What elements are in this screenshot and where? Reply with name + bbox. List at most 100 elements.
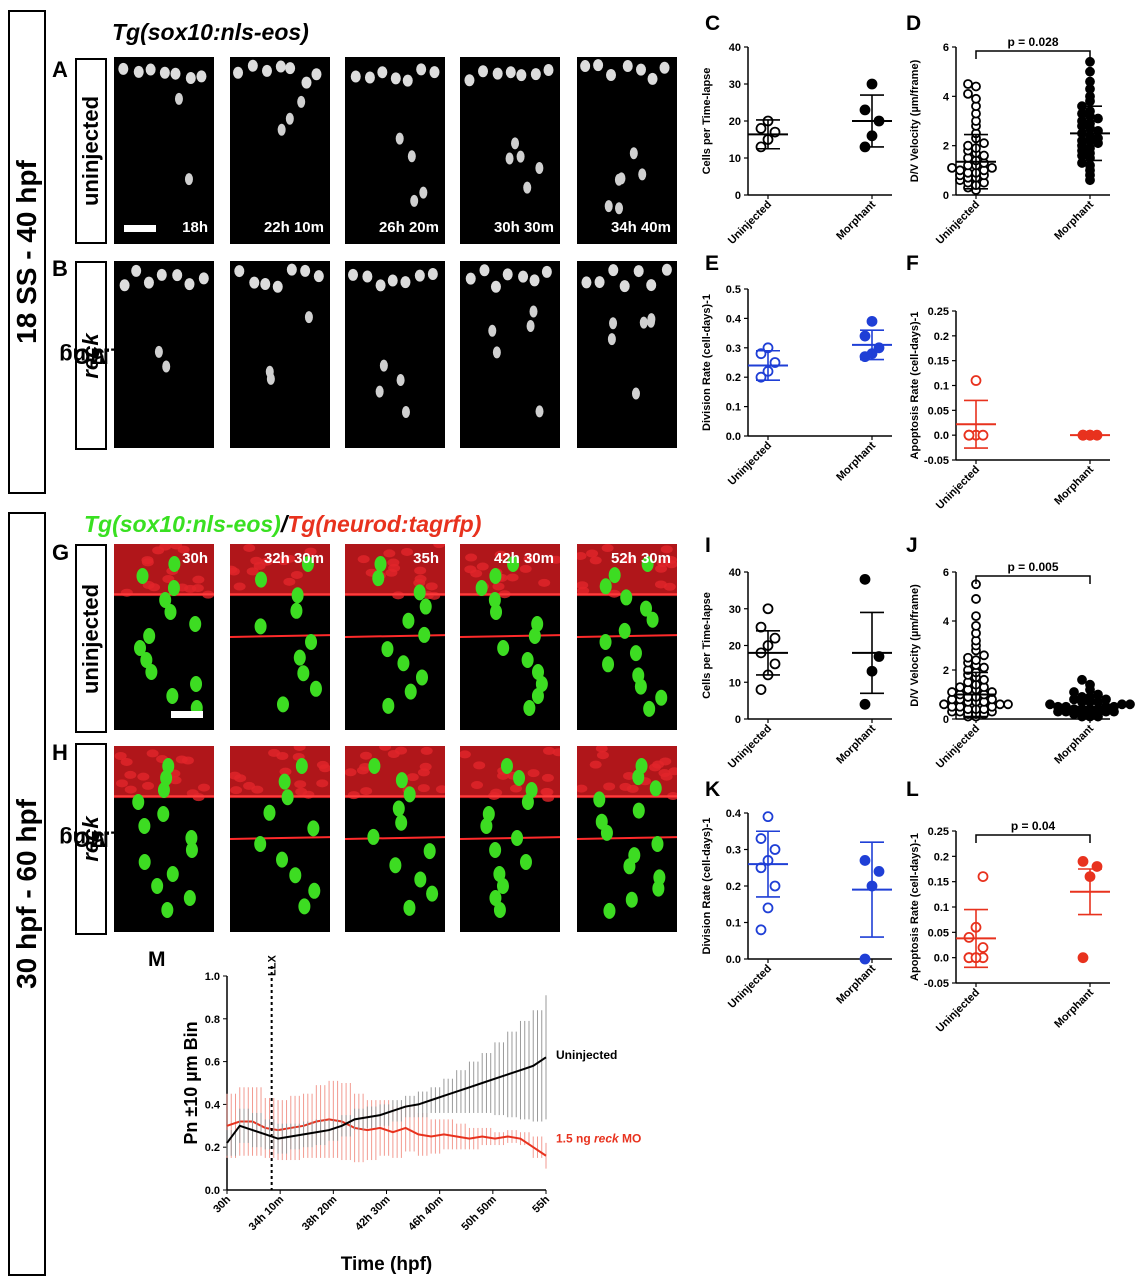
x-tick-label: Morphant — [1052, 463, 1096, 507]
data-point — [1085, 135, 1095, 146]
data-point — [769, 357, 781, 368]
data-point — [979, 674, 989, 685]
significance-bracket — [975, 50, 1091, 59]
x-tick-label: Uninjected — [726, 963, 774, 1011]
micrograph — [230, 261, 330, 448]
data-point — [979, 689, 989, 700]
data-point — [1077, 429, 1089, 441]
data-point — [979, 662, 989, 673]
data-point — [1077, 128, 1087, 139]
data-point — [762, 603, 774, 615]
data-point — [769, 658, 781, 670]
y-tick-label: 2 — [943, 141, 949, 153]
data-point — [979, 138, 989, 149]
x-tick-label: 34h 10m — [247, 1193, 287, 1233]
data-point — [1085, 130, 1095, 141]
data-point — [1077, 121, 1087, 131]
y-axis-label: D/V Velocity (µm/frame) — [909, 584, 921, 707]
scale-bar — [171, 711, 203, 718]
p-value-label: p = 0.04 — [1011, 819, 1056, 833]
data-point — [1085, 111, 1095, 121]
panel-letter: M — [148, 948, 166, 971]
panel-letter: I — [705, 534, 711, 557]
y-tick-label: 0.2 — [934, 331, 949, 343]
micrograph — [460, 746, 560, 932]
data-point — [1061, 706, 1071, 717]
data-point — [762, 365, 774, 377]
micrograph: 34h 40m — [577, 57, 677, 244]
y-tick-label: 10 — [729, 677, 741, 689]
y-axis-label: Division Rate (cell-days)-1 — [701, 818, 713, 955]
data-point — [1085, 84, 1095, 94]
figure-title-bottom: Tg(sox10:nls-eos)/Tg(neurod:tagrfp) — [84, 511, 482, 537]
y-tick-label: 0.25 — [928, 306, 949, 318]
x-tick-label: Uninjected — [726, 723, 774, 771]
data-point — [1085, 704, 1095, 715]
series-line — [226, 1056, 547, 1144]
data-point — [1077, 692, 1087, 702]
data-point — [971, 672, 981, 683]
data-point — [963, 677, 973, 688]
data-point — [1069, 704, 1079, 715]
data-point — [873, 651, 885, 662]
data-point — [963, 429, 975, 441]
data-point — [963, 952, 975, 964]
data-point — [955, 701, 965, 712]
timepoint-label: 34h 40m — [610, 219, 671, 236]
y-tick-label: 20 — [729, 116, 741, 128]
panel-letter-h: H — [52, 740, 68, 765]
y-axis-label: Apoptosis Rate (cell-days)-1 — [909, 312, 921, 460]
timepoint-label: 22h 10m — [263, 219, 324, 236]
chart-panel-c: C 0 10 20 30 40 Cells per Time-lapse Uninjected… — [701, 12, 892, 247]
data-point — [971, 621, 981, 631]
data-point — [1085, 160, 1095, 171]
data-point — [971, 160, 981, 171]
data-point — [1085, 123, 1095, 134]
data-point — [979, 158, 989, 168]
data-point — [859, 855, 871, 866]
data-point — [1085, 96, 1095, 107]
data-point — [970, 429, 982, 441]
y-tick-label: 0.4 — [726, 313, 742, 325]
chart-panel-e: E 0.0 0.1 0.2 0.3 0.4 0.5 Division Rate (cell-d… — [701, 252, 892, 488]
data-point — [971, 185, 981, 195]
y-tick-label: 0.3 — [726, 845, 741, 857]
data-point — [1077, 101, 1087, 112]
timepoint-label: 52h 30m — [610, 550, 671, 567]
y-tick-label: 0.0 — [934, 430, 949, 442]
data-point — [955, 165, 965, 176]
data-point — [1077, 116, 1087, 126]
panel-letter: F — [906, 252, 919, 275]
data-point — [979, 682, 989, 693]
micrograph: 30h 30m — [460, 57, 560, 244]
y-tick-label: 0.0 — [726, 431, 741, 443]
data-point — [971, 594, 981, 604]
data-point — [971, 167, 981, 178]
data-point — [755, 348, 767, 360]
data-point — [755, 862, 767, 874]
data-point — [866, 348, 878, 360]
data-point — [1084, 871, 1096, 882]
data-point — [866, 78, 878, 90]
data-point — [1085, 76, 1095, 87]
data-point — [977, 952, 989, 964]
y-tick-label: 0.1 — [934, 902, 949, 914]
panel-letter: D — [906, 12, 921, 35]
data-point — [1077, 674, 1087, 685]
micrograph: 52h 30m — [577, 544, 677, 730]
data-point — [1077, 711, 1087, 722]
data-point — [971, 645, 981, 656]
y-tick-label: 0.05 — [928, 927, 949, 939]
data-point — [1069, 687, 1079, 697]
timepoint-label: 18h — [182, 219, 208, 236]
data-point — [1085, 175, 1095, 186]
data-point — [955, 689, 965, 700]
data-point — [955, 694, 965, 705]
x-tick-label: 42h 30m — [353, 1193, 393, 1233]
y-tick-label: 10 — [729, 153, 741, 165]
data-point — [971, 180, 981, 191]
data-point — [1085, 684, 1095, 695]
y-tick-label: 20 — [729, 641, 741, 653]
data-point — [755, 371, 767, 383]
data-point — [1085, 56, 1095, 67]
